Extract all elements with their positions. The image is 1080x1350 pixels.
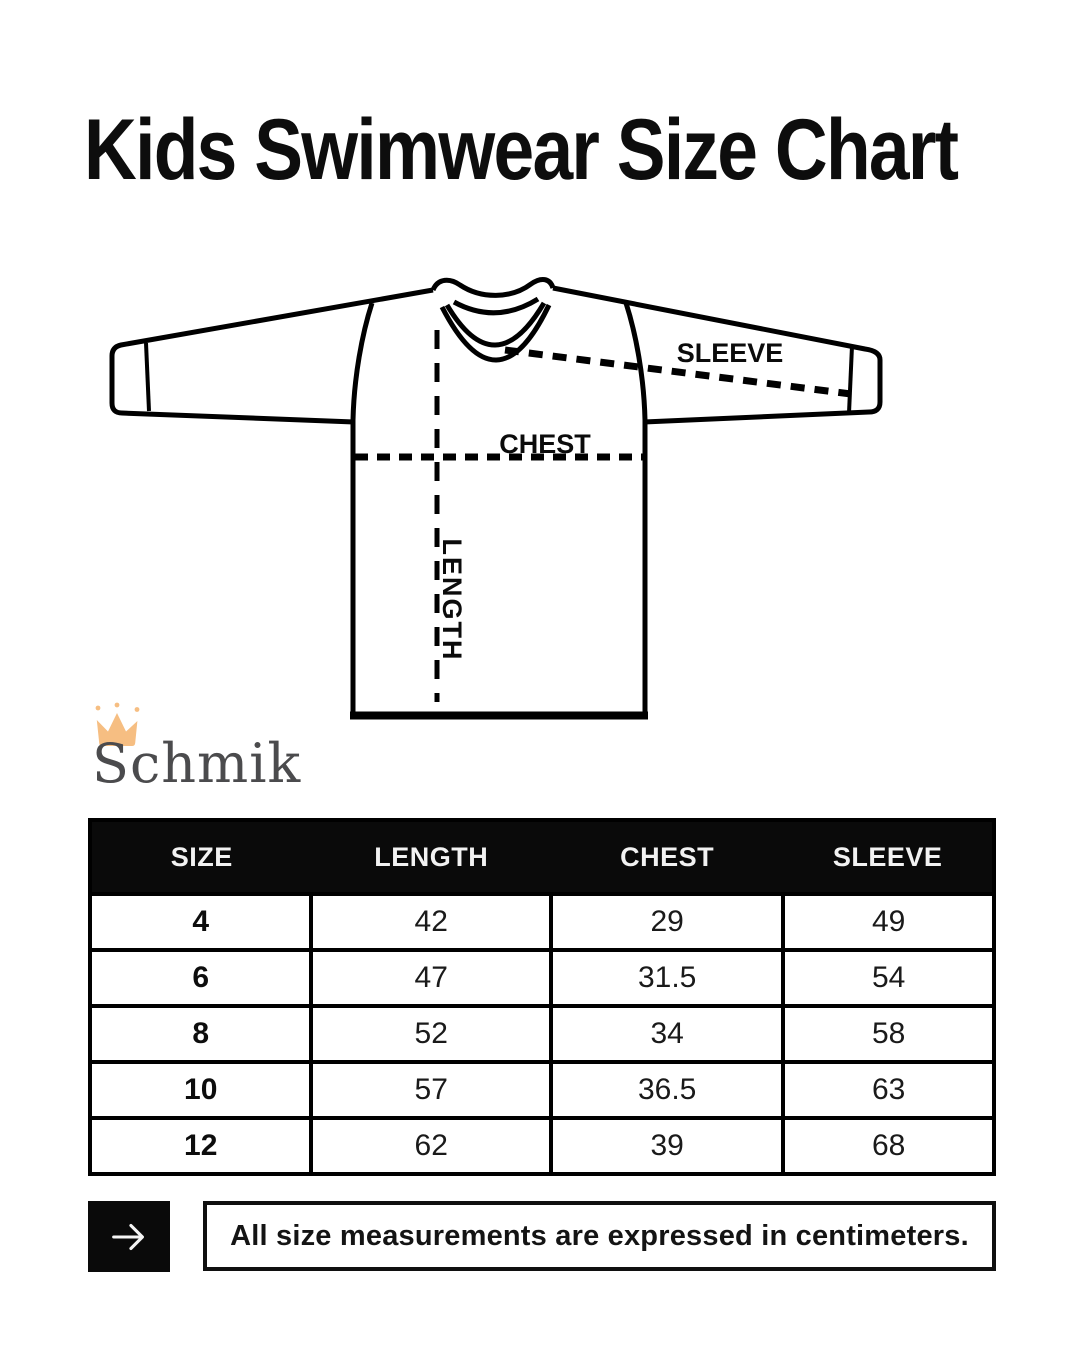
right-cuff-line <box>847 345 854 414</box>
table-row: 12 62 39 68 <box>87 1116 996 1176</box>
measurement-note-text: All size measurements are expressed in c… <box>230 1219 969 1252</box>
collar-top-edge <box>430 277 556 298</box>
cell-size: 4 <box>87 892 314 952</box>
cell-length: 52 <box>309 1004 554 1064</box>
left-sleeve-outline <box>109 287 434 425</box>
table-row: 6 47 31.5 54 <box>87 948 996 1008</box>
body-left-edge <box>350 302 375 717</box>
cell-chest: 34 <box>549 1004 786 1064</box>
column-header-length: LENGTH <box>311 820 552 896</box>
cell-size: 6 <box>87 948 314 1008</box>
cell-chest: 36.5 <box>549 1060 786 1120</box>
cell-length: 57 <box>309 1060 554 1120</box>
left-cuff-line <box>144 342 151 412</box>
column-header-size: SIZE <box>90 820 312 896</box>
column-header-chest: CHEST <box>551 820 784 896</box>
arrow-badge <box>88 1201 170 1272</box>
column-header-sleeve: SLEEVE <box>783 820 994 896</box>
sleeve-measure-line <box>504 346 852 398</box>
cell-sleeve: 68 <box>781 1116 996 1176</box>
brand-name: Schmik <box>92 732 302 795</box>
right-arrow-icon <box>112 1223 144 1250</box>
cell-chest: 31.5 <box>549 948 786 1008</box>
cell-length: 62 <box>309 1116 554 1176</box>
shirt-outline-drawing: SLEEVE CHEST LENGTH <box>109 277 883 720</box>
cell-sleeve: 63 <box>781 1060 996 1120</box>
chest-label: CHEST <box>499 429 591 459</box>
collar-back-line <box>452 296 540 316</box>
shirt-diagram: SLEEVE CHEST LENGTH <box>105 272 895 737</box>
table-row: 10 57 36.5 63 <box>87 1060 996 1120</box>
cell-sleeve: 54 <box>781 948 996 1008</box>
right-sleeve-outline <box>552 285 883 425</box>
cell-sleeve: 49 <box>781 892 996 952</box>
cell-size: 10 <box>87 1060 314 1120</box>
cell-size: 8 <box>87 1004 314 1064</box>
measurement-note-box: All size measurements are expressed in c… <box>203 1201 996 1271</box>
length-label: LENGTH <box>437 539 467 662</box>
size-table: SIZE LENGTH CHEST SLEEVE 4 42 29 49 6 47… <box>87 818 996 1176</box>
table-row: 8 52 34 58 <box>87 1004 996 1064</box>
cell-chest: 29 <box>549 892 786 952</box>
cell-length: 47 <box>309 948 554 1008</box>
cell-length: 42 <box>309 892 554 952</box>
sleeve-label: SLEEVE <box>677 338 784 368</box>
cell-chest: 39 <box>549 1116 786 1176</box>
cell-size: 12 <box>87 1116 314 1176</box>
body-right-edge <box>623 302 648 717</box>
size-table-header-row: SIZE LENGTH CHEST SLEEVE <box>90 820 994 896</box>
table-row: 4 42 29 49 <box>87 892 996 952</box>
collar-outer-line <box>439 303 552 363</box>
crown-icon <box>95 702 140 746</box>
page-title: Kids Swimwear Size Chart <box>84 102 959 198</box>
cell-sleeve: 58 <box>781 1004 996 1064</box>
collar-inner-line <box>444 301 547 348</box>
